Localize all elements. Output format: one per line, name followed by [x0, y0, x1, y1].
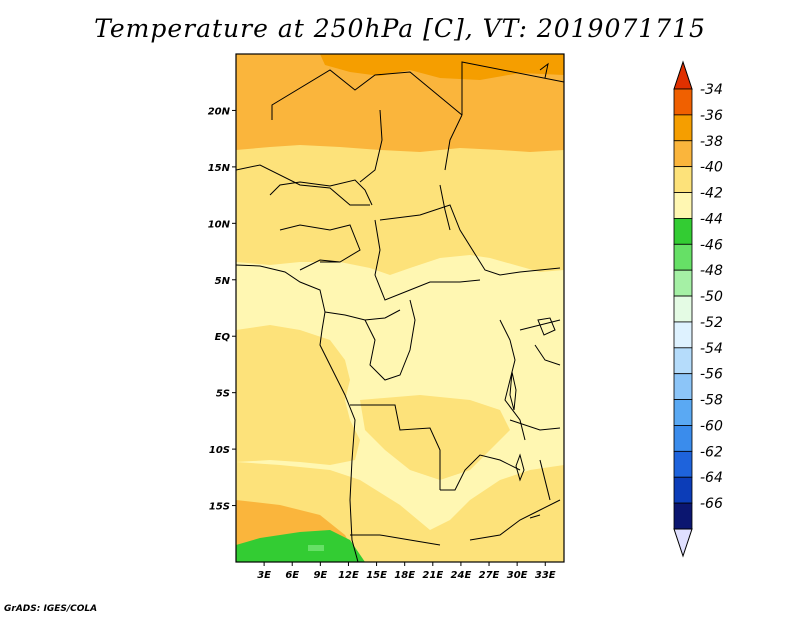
temperature-field — [236, 54, 564, 562]
colorbar-swatch — [673, 321, 693, 349]
x-tick-label: 6E — [285, 570, 299, 581]
colorbar-swatch — [673, 166, 693, 193]
colorbar-level-label: -38 — [700, 134, 723, 150]
colorbar-swatch — [673, 88, 693, 116]
x-tick-label: 30E — [507, 570, 528, 581]
y-tick-label: 15N — [208, 163, 231, 174]
colorbar: -34 -36 -38 -40 -42 -44 -46 -48 -50 -52 -54 -56 -58 -… — [673, 60, 723, 558]
colorbar-level-label: -34 — [700, 82, 723, 98]
colorbar-swatch — [673, 295, 693, 323]
y-tick-label: 5S — [216, 389, 230, 400]
border — [359, 109, 383, 183]
x-tick-label: 9E — [313, 570, 327, 581]
border — [350, 404, 441, 490]
lake — [529, 514, 541, 519]
colorbar-top-arrow — [673, 60, 693, 90]
field-band-44 — [236, 530, 365, 562]
colorbar-swatch — [673, 450, 693, 478]
y-tick-label: 10S — [209, 445, 230, 456]
border — [236, 164, 370, 206]
border — [509, 419, 561, 431]
lake — [515, 453, 525, 482]
colorbar-level-label: -64 — [700, 470, 723, 486]
colorbar-level-label: -46 — [700, 237, 723, 253]
border — [379, 204, 561, 276]
border — [350, 534, 441, 546]
y-tick-label: EQ — [215, 332, 231, 343]
border — [269, 179, 373, 206]
colorbar-level-label: -44 — [700, 211, 723, 227]
colorbar-swatch — [673, 218, 693, 245]
border — [539, 459, 551, 501]
colorbar-level-label: -40 — [700, 160, 723, 176]
colorbar-swatch — [673, 243, 693, 271]
colorbar-level-label: -36 — [700, 108, 723, 124]
colorbar-level-label: -52 — [700, 315, 723, 331]
border — [469, 499, 561, 541]
colorbar-level-label: -48 — [700, 263, 723, 279]
border — [299, 259, 341, 271]
border — [364, 299, 416, 381]
map-frame — [235, 53, 565, 563]
border — [440, 454, 521, 491]
y-tick-label: 5N — [215, 276, 231, 287]
x-tick-label: 21E — [422, 570, 443, 581]
border — [439, 184, 451, 231]
colorbar-swatch — [673, 140, 693, 168]
colorbar-swatch — [673, 476, 693, 504]
y-tick-label: 15S — [209, 502, 230, 513]
y-tick-label: 10N — [208, 219, 231, 230]
country-borders — [236, 61, 564, 562]
grads-credit: GrADS: IGES/COLA — [4, 604, 98, 614]
y-tick-label: 20N — [208, 106, 231, 117]
colorbar-bottom-arrow — [673, 528, 693, 558]
x-tick-label: 24E — [451, 570, 472, 581]
colorbar-level-label: -50 — [700, 289, 723, 305]
field-band-36 — [320, 54, 564, 80]
colorbar-level-label: -42 — [700, 186, 723, 202]
x-tick-label: 18E — [394, 570, 415, 581]
field-band-46-patch — [308, 545, 324, 551]
x-tick-label: 3E — [257, 570, 271, 581]
colorbar-swatch — [673, 502, 693, 530]
colorbar-swatch — [673, 399, 693, 426]
border — [534, 344, 561, 366]
lake — [539, 62, 549, 79]
axis-ticks: 3E 6E 9E 12E 15E 18E 21E 24E 27E 30E 33E 20N 15N 10N 5… — [208, 106, 556, 581]
colorbar-swatch — [673, 269, 693, 297]
colorbar-level-label: -56 — [700, 367, 723, 383]
border — [374, 219, 481, 301]
border — [271, 69, 463, 120]
colorbar-level-label: -66 — [700, 496, 723, 512]
colorbar-swatch — [673, 192, 693, 219]
border — [444, 114, 463, 171]
colorbar-swatch — [673, 425, 693, 452]
lake — [509, 371, 517, 411]
x-tick-label: 12E — [338, 570, 359, 581]
x-tick-label: 33E — [535, 570, 556, 581]
lake — [537, 317, 556, 336]
colorbar-level-label: -62 — [700, 444, 723, 460]
colorbar-swatch — [673, 114, 693, 142]
colorbar-level-label: -54 — [700, 341, 723, 357]
colorbar-level-label: -60 — [700, 418, 723, 434]
border — [499, 319, 526, 441]
colorbar-swatch — [673, 347, 693, 375]
colorbar-level-label: -58 — [700, 393, 723, 409]
colorbar-swatch — [673, 373, 693, 400]
coastline-west — [236, 264, 359, 562]
x-tick-label: 15E — [366, 570, 387, 581]
border — [461, 61, 564, 115]
field-band-40-west — [236, 325, 360, 465]
chart-title: Temperature at 250hPa [C], VT: 201907171… — [94, 14, 706, 43]
x-tick-label: 27E — [479, 570, 500, 581]
